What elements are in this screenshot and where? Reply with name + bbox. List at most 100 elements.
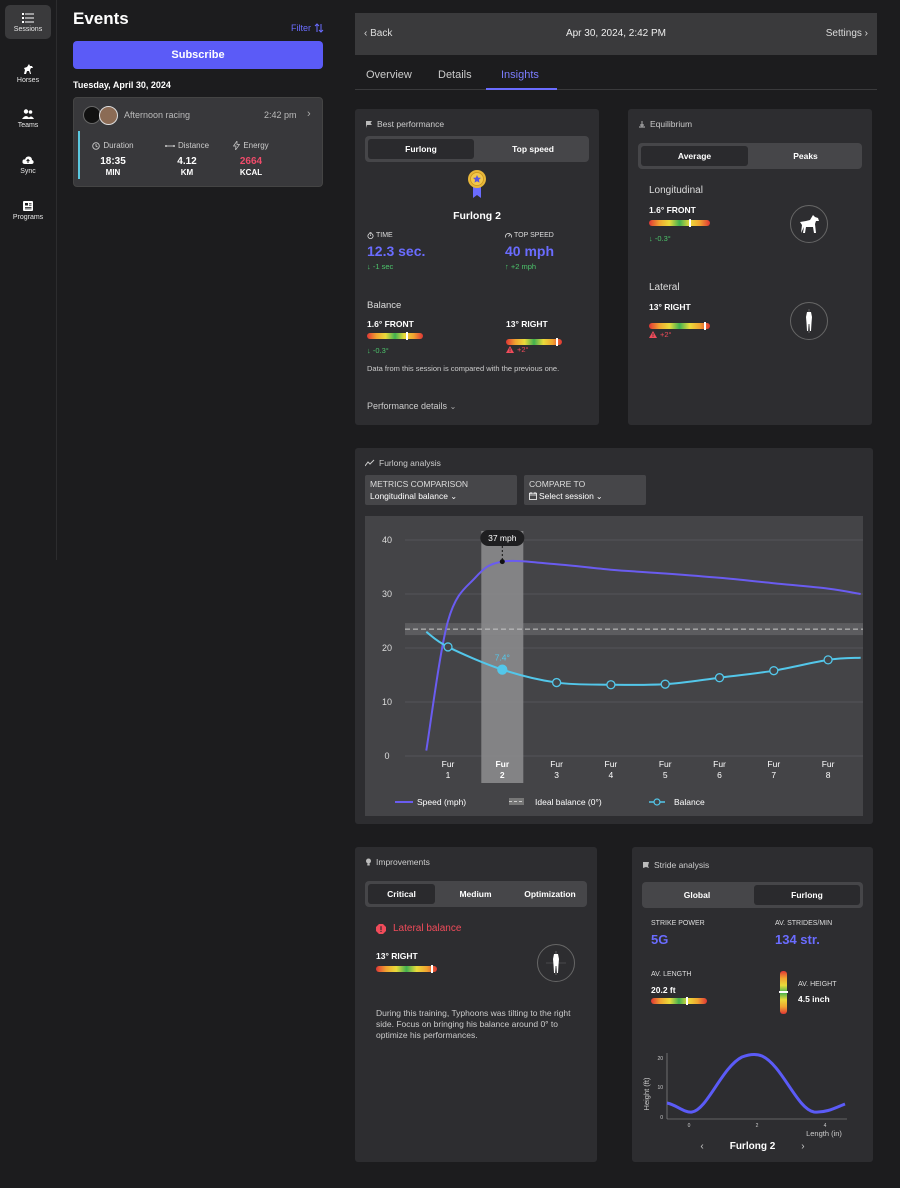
- tab-details[interactable]: Details: [438, 69, 472, 81]
- hoof-icon: [643, 862, 649, 868]
- horse-front-icon: [806, 309, 812, 333]
- warning-icon: [649, 331, 657, 338]
- alert-octagon-icon: [376, 923, 386, 934]
- x-tick-number: 8: [826, 770, 831, 780]
- seg-furlong[interactable]: Furlong: [368, 139, 474, 159]
- event-card[interactable]: Afternoon racing 2:42 pm › Duration 18:3…: [73, 97, 323, 187]
- dropdown-value-text: Longitudinal balance: [370, 491, 448, 501]
- cloud-sync-icon: [22, 155, 34, 164]
- back-label: Back: [370, 28, 393, 39]
- performance-details-link[interactable]: Performance details ⌄: [367, 401, 456, 411]
- chevron-down-icon: ⌄: [450, 492, 458, 501]
- y-tick-label: 10: [382, 697, 392, 707]
- seg-global[interactable]: Global: [683, 890, 711, 900]
- stride-furlong-nav: ‹ Furlong 2 ›: [632, 1141, 873, 1152]
- time-value: 12.3 sec.: [367, 243, 426, 259]
- nav-label: Programs: [12, 213, 44, 221]
- time-delta: ↓ -1 sec: [367, 262, 394, 271]
- time-label-text: TIME: [376, 232, 393, 239]
- seg-medium[interactable]: Medium: [459, 889, 492, 899]
- alert-text: Lateral balance: [393, 923, 462, 934]
- dropdown-label: COMPARE TO: [529, 479, 586, 489]
- event-time: 2:42 pm: [264, 110, 297, 120]
- speed-value: 40 mph: [505, 243, 555, 259]
- tooltip-box: [480, 530, 525, 546]
- balance-point: [714, 673, 725, 683]
- x-tick: 2: [756, 1123, 759, 1129]
- gauge-marker: [406, 332, 408, 340]
- stopwatch-icon: [367, 232, 374, 239]
- longitudinal-title: Longitudinal: [649, 185, 703, 196]
- dropdown-value-text: Select session: [539, 491, 594, 501]
- filter-button[interactable]: Filter: [291, 23, 324, 33]
- longitudinal-gauge: [649, 219, 710, 227]
- horse-icon: [24, 63, 33, 74]
- speed-series-line: [425, 559, 861, 751]
- metrics-dropdown[interactable]: METRICS COMPARISON Longitudinal balance …: [365, 475, 517, 505]
- speed-label: TOP SPEED: [505, 232, 554, 239]
- balance-point: [443, 642, 453, 652]
- active-tab-indicator: [486, 88, 557, 90]
- nav-sync[interactable]: Sync: [5, 147, 51, 181]
- x-tick-label: Fur: [605, 759, 618, 769]
- horse-side-view: [790, 205, 828, 243]
- tab-overview[interactable]: Overview: [366, 69, 412, 81]
- link-label: Performance details: [367, 401, 448, 411]
- previous-furlong-button[interactable]: ‹: [700, 1141, 704, 1152]
- nav-teams[interactable]: Teams: [5, 101, 51, 135]
- strides-value: 134 str.: [775, 932, 820, 947]
- compare-dropdown[interactable]: COMPARE TO Select session ⌄: [524, 475, 646, 505]
- legend-balance: Balance: [674, 797, 705, 807]
- y-tick-label: 40: [382, 535, 392, 545]
- y-tick: 20: [657, 1056, 663, 1062]
- stat-label: Energy: [243, 141, 269, 150]
- x-tick: 0: [688, 1123, 691, 1129]
- x-tick-number: 4: [609, 770, 614, 780]
- nav-sessions[interactable]: Sessions: [5, 5, 51, 39]
- distance-icon: [164, 144, 175, 147]
- seg-furlong[interactable]: Furlong: [754, 885, 860, 905]
- next-furlong-button[interactable]: ›: [801, 1141, 805, 1152]
- balance-right-delta: +2°: [506, 345, 529, 354]
- back-button[interactable]: ‹ Back: [364, 28, 393, 39]
- stride-chart: Height (ft) 20 10 0 0 2 4 Length (in): [642, 1053, 847, 1138]
- seg-critical[interactable]: Critical: [368, 884, 435, 904]
- lateral-title: Lateral: [649, 282, 680, 293]
- seg-average[interactable]: Average: [641, 146, 748, 166]
- gauge-marker: [779, 991, 788, 993]
- horse-front-view: [537, 944, 575, 982]
- av-height-value: 4.5 inch: [798, 994, 830, 1004]
- seg-top-speed[interactable]: Top speed: [512, 144, 554, 154]
- list-icon: [22, 12, 34, 23]
- x-tick-label: Fur: [442, 759, 455, 769]
- stat-unit: KCAL: [239, 168, 263, 177]
- x-tick-number: 7: [771, 770, 776, 780]
- settings-button[interactable]: Settings ›: [825, 28, 868, 39]
- speed-label-text: TOP SPEED: [514, 232, 554, 239]
- seg-optimization[interactable]: Optimization: [524, 889, 576, 899]
- x-tick-number: 2: [500, 770, 505, 780]
- y-tick-label: 0: [384, 751, 389, 761]
- settings-label: Settings: [825, 28, 862, 39]
- legend-balance-marker: [653, 798, 661, 806]
- dropdown-value: Select session ⌄: [529, 491, 603, 501]
- improvement-value: 13° RIGHT: [376, 951, 418, 961]
- horse-avatar: [99, 106, 118, 125]
- improvements-segmented-control: Critical Medium Optimization: [365, 881, 587, 907]
- stat-duration: Duration 18:35 MIN: [78, 141, 148, 177]
- tab-insights[interactable]: Insights: [501, 69, 539, 81]
- nav-programs[interactable]: Programs: [5, 193, 51, 227]
- programs-icon: [23, 200, 33, 211]
- card-title: Stride analysis: [642, 860, 709, 870]
- y-tick: 0: [660, 1115, 663, 1121]
- nav-label: Horses: [16, 76, 40, 84]
- av-length-gauge: [651, 997, 707, 1005]
- horse-side-icon: [800, 215, 819, 233]
- lateral-value: 13° RIGHT: [649, 302, 691, 312]
- nav-horses[interactable]: Horses: [5, 56, 51, 90]
- seg-peaks[interactable]: Peaks: [793, 151, 818, 161]
- equilibrium-segmented-control: Average Peaks: [638, 143, 862, 169]
- stat-label: Distance: [177, 141, 210, 150]
- subscribe-button[interactable]: Subscribe: [73, 41, 323, 69]
- horse-front-view: [790, 302, 828, 340]
